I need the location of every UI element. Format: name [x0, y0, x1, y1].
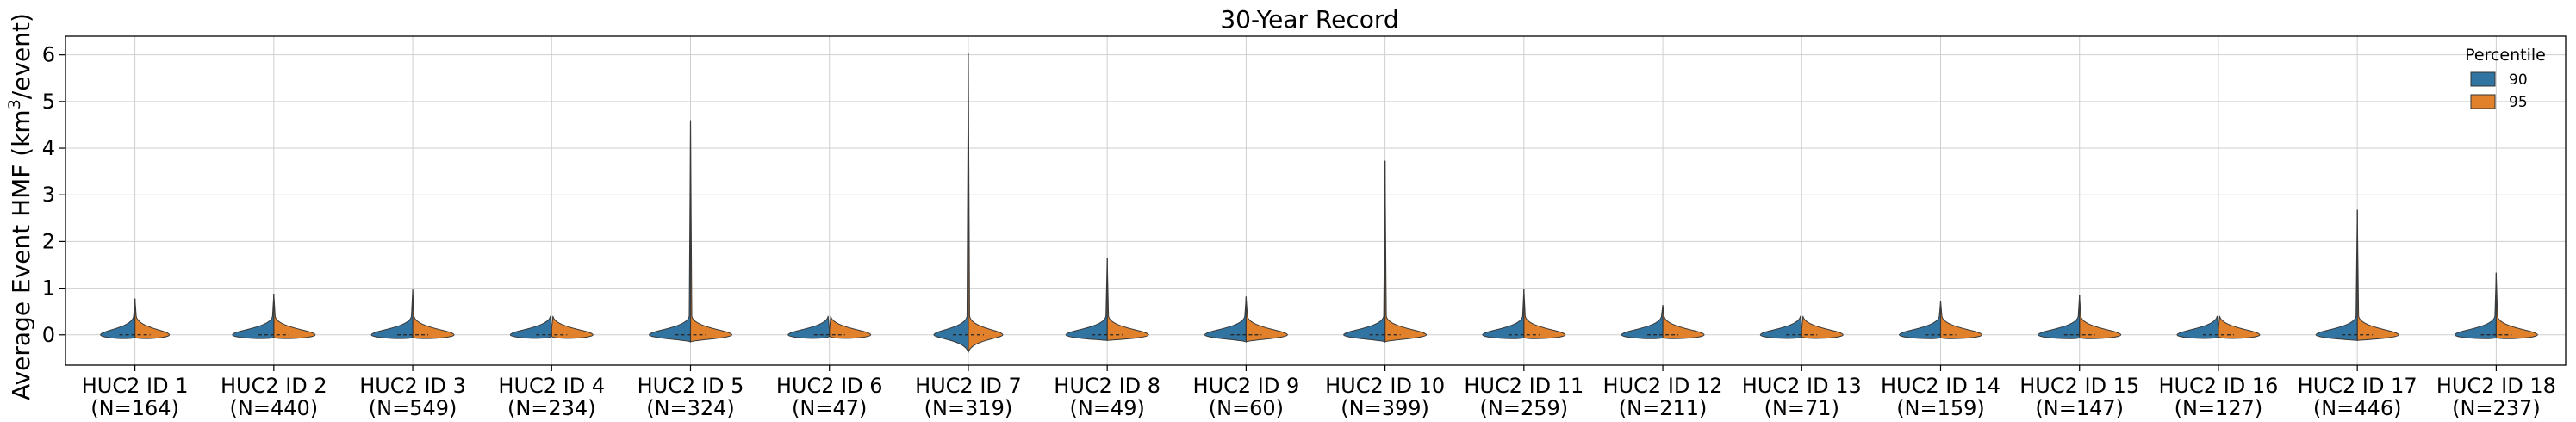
- y-axis-label-superscript: 3: [5, 99, 24, 109]
- violin-95-half: [690, 120, 733, 343]
- x-tick-label: HUC2 ID 11: [1464, 374, 1584, 398]
- plot-frame: [65, 35, 2567, 366]
- violin-90-half: [787, 315, 831, 339]
- violin-90-half: [2038, 295, 2081, 339]
- y-axis-label: Average Event HMF (km3/event): [5, 13, 35, 400]
- violin-95-half: [2356, 209, 2399, 341]
- violin-95-half: [1384, 160, 1428, 343]
- violin-95-half: [1245, 296, 1288, 343]
- violin-90-half: [1343, 160, 1386, 343]
- violins: [100, 52, 2538, 353]
- violin-95-half: [412, 289, 455, 339]
- x-tick-label: HUC2 ID 18: [2436, 374, 2556, 398]
- x-tick-count: (N=324): [646, 396, 735, 420]
- x-tick-count: (N=237): [2452, 396, 2541, 420]
- violin-90-half: [509, 315, 552, 339]
- legend-swatch: [2470, 94, 2496, 109]
- x-tick-count: (N=159): [1896, 396, 1985, 420]
- x-ticks: HUC2 ID 1(N=164) HUC2 ID 2(N=440) HUC2 ID …: [82, 365, 2556, 420]
- x-tick-label: HUC2 ID 12: [1603, 374, 1723, 398]
- chart-title: 30-Year Record: [1220, 5, 1398, 34]
- x-tick-count: (N=319): [924, 396, 1013, 420]
- y-axis-label-main: Average Event HMF (km: [7, 109, 35, 400]
- violin-95-half: [968, 52, 1004, 353]
- y-tick-label: 3: [42, 183, 55, 207]
- x-tick-label: HUC2 ID 10: [1325, 374, 1445, 398]
- x-tick-count: (N=164): [90, 396, 179, 420]
- x-tick-label: HUC2 ID 6: [776, 374, 883, 398]
- x-tick-count: (N=446): [2313, 396, 2402, 420]
- violin-95-half: [1106, 258, 1149, 341]
- y-ticks: 0 1 2 3 4 5 6: [42, 43, 65, 347]
- x-tick-count: (N=234): [507, 396, 596, 420]
- violin-90-half: [648, 120, 691, 343]
- x-tick-count: (N=440): [230, 396, 319, 420]
- y-tick-label: 6: [42, 43, 55, 67]
- violin-95-half: [1940, 301, 1983, 339]
- x-tick-label: HUC2 ID 16: [2158, 374, 2278, 398]
- violin-90-half: [1898, 301, 1941, 339]
- legend-label: 90: [2509, 71, 2528, 89]
- violin-95-half: [2495, 272, 2538, 339]
- violin-90-half: [1065, 258, 1108, 341]
- legend: Percentile 90 95: [2465, 46, 2546, 111]
- violin-90-half: [370, 289, 414, 339]
- x-tick-label: HUC2 ID 2: [221, 374, 327, 398]
- violin-90-half: [1482, 289, 1525, 339]
- x-tick-count: (N=399): [1341, 396, 1429, 420]
- y-tick-label: 0: [42, 323, 55, 347]
- y-tick-label: 5: [42, 90, 55, 114]
- x-tick-label: HUC2 ID 5: [638, 374, 744, 398]
- violin-95-half: [273, 294, 316, 339]
- violin-95-half: [829, 315, 872, 339]
- violin-95-half: [1523, 289, 1566, 339]
- violin-90-half: [1759, 315, 1802, 339]
- violin-95-half: [2079, 295, 2122, 339]
- x-tick-count: (N=71): [1764, 396, 1839, 420]
- x-tick-label: HUC2 ID 3: [359, 374, 466, 398]
- x-tick-count: (N=47): [792, 396, 867, 420]
- violin-95-half: [2218, 315, 2261, 339]
- x-tick-label: HUC2 ID 1: [82, 374, 189, 398]
- y-tick-label: 4: [42, 136, 55, 160]
- violin-95-half: [1662, 305, 1705, 339]
- violin-95-half: [1801, 315, 1844, 339]
- x-tick-count: (N=49): [1070, 396, 1145, 420]
- violin-90-half: [1204, 296, 1247, 343]
- x-tick-label: HUC2 ID 9: [1193, 374, 1300, 398]
- x-tick-count: (N=549): [369, 396, 457, 420]
- violin-90-half: [100, 298, 136, 339]
- legend-label: 95: [2509, 94, 2528, 111]
- violin-90-half: [933, 52, 969, 353]
- violin-95-half: [551, 315, 594, 339]
- gridlines: [65, 36, 2566, 365]
- violin-90-half: [2176, 315, 2219, 339]
- violin-90-half: [2315, 209, 2358, 341]
- x-tick-label: HUC2 ID 8: [1054, 374, 1160, 398]
- x-tick-count: (N=60): [1209, 396, 1284, 420]
- x-tick-label: HUC2 ID 14: [1881, 374, 2000, 398]
- x-tick-label: HUC2 ID 4: [498, 374, 605, 398]
- violin-90-half: [232, 294, 275, 339]
- legend-title: Percentile: [2465, 46, 2546, 65]
- violin-95-half: [134, 298, 171, 339]
- y-axis-label-suffix: /event): [7, 13, 35, 99]
- x-tick-label: HUC2 ID 13: [1742, 374, 1862, 398]
- legend-swatch: [2470, 71, 2496, 87]
- x-tick-label: HUC2 ID 17: [2298, 374, 2417, 398]
- violin-90-half: [2454, 272, 2497, 339]
- y-tick-label: 1: [42, 276, 55, 301]
- x-tick-count: (N=259): [1480, 396, 1569, 420]
- x-tick-count: (N=127): [2175, 396, 2263, 420]
- x-tick-label: HUC2 ID 7: [915, 374, 1022, 398]
- x-tick-count: (N=211): [1619, 396, 1708, 420]
- x-tick-count: (N=147): [2035, 396, 2124, 420]
- y-tick-label: 2: [42, 229, 55, 253]
- violin-90-half: [1621, 305, 1664, 339]
- x-tick-label: HUC2 ID 15: [2019, 374, 2139, 398]
